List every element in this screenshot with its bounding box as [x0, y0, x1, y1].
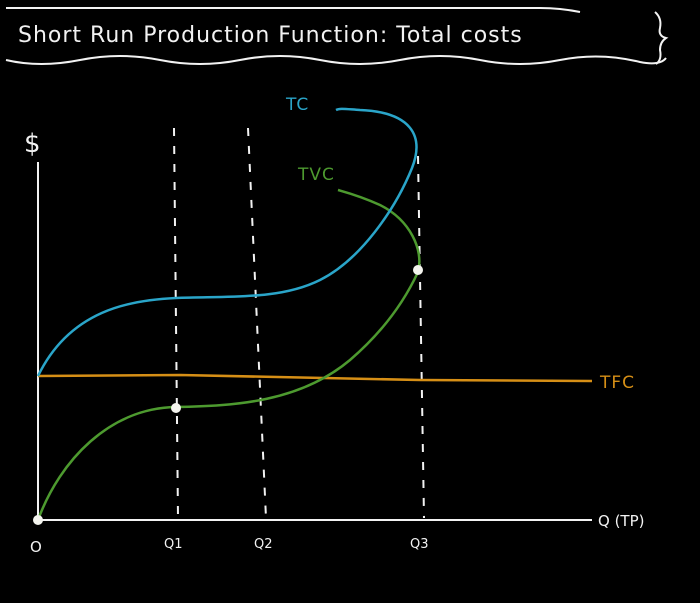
origin-point: [33, 515, 43, 525]
tc-label: TC: [285, 95, 309, 115]
title-box-brace: [654, 11, 669, 65]
q2-guide-line: [247, 127, 267, 519]
y-axis-label: $: [24, 129, 41, 159]
tfc-line: [37, 373, 593, 383]
x-axis-label: Q (TP): [598, 512, 645, 530]
tick-label-q1: Q1: [164, 537, 183, 552]
tick-label-q3: Q3: [410, 537, 429, 552]
title-box: Short Run Production Function: Total cos…: [5, 7, 669, 65]
diagram-title: Short Run Production Function: Total cos…: [18, 23, 523, 48]
origin-label: O: [30, 538, 42, 556]
tvc-curve: [36, 188, 421, 521]
tc-curve: [36, 107, 418, 377]
title-box-top: [6, 7, 581, 13]
tfc-label: TFC: [599, 373, 635, 393]
q1-guide-line: [173, 127, 179, 519]
tick-label-q2: Q2: [254, 537, 273, 552]
q3-point: [413, 265, 423, 275]
title-box-bottom: [5, 55, 667, 65]
q3-guide-line: [417, 155, 425, 519]
tvc-label: TVC: [297, 165, 335, 185]
tvc-inflection-point: [171, 403, 181, 413]
